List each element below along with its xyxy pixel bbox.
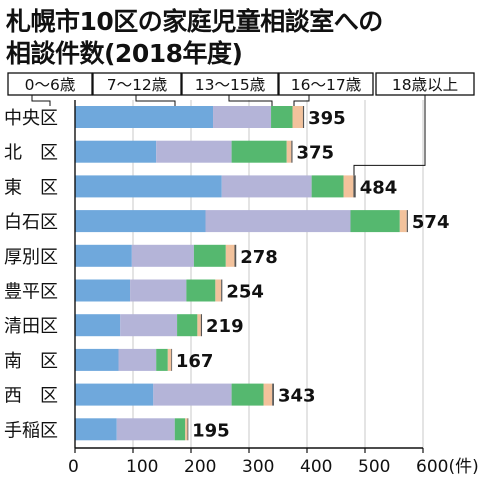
legend-box [181,72,279,96]
bar-segment [75,210,206,233]
bar-segment [291,140,293,163]
bar-segment [153,383,232,406]
legend-layer: 0～6歳 7～12歳 13～15歳 16～17歳 18歳以上 [7,72,475,176]
bar-segment [187,418,189,441]
bar-segment [156,348,168,371]
legend-label: 16～17歳 [291,76,361,94]
category-label: 北 区 [4,143,58,164]
legend-box [7,72,93,96]
bar-segment [286,140,292,163]
category-label: 西 区 [4,386,58,407]
bar-segment [75,314,121,337]
category-label: 中央区 [4,108,58,129]
bar-segment [75,106,214,128]
bar-segment [75,244,132,267]
legend-leader-line [353,95,426,176]
category-label: 厚別区 [4,247,58,268]
bar-segment [75,348,119,371]
x-tick-label: 300 [242,457,274,477]
legend-label: 13～15歳 [195,76,265,94]
bar-segment [234,244,237,267]
bar-segment [167,348,172,371]
bar-segment [75,383,154,406]
chart-title-line-2: 相談件数(2018年度) [6,39,243,68]
total-label: 375 [297,143,335,164]
total-label: 395 [308,108,346,129]
bar-segment [231,140,287,163]
bar-segment [186,279,216,302]
bar-segment [311,175,344,198]
total-label: 219 [206,316,244,337]
bar-segment [221,175,312,198]
legend-leader-line [31,95,51,106]
bar-segment [75,140,157,163]
category-label: 手稲区 [4,420,58,441]
labels-layer: 中央区 395 北 区 375 東 区 484 白石区 574 厚別区 278 豊平区 254 清田区 2… [4,108,449,441]
x-tick-label: 600(件) [416,457,478,477]
bar-segment [350,210,400,233]
bar-segment [302,106,305,128]
legend-box [92,72,182,96]
bar-segment [156,140,232,163]
legend-label: 7～12歳 [107,76,168,94]
bar-segment [75,418,117,441]
bar-segment [225,244,235,267]
bar-segment [197,314,201,337]
bars-layer [75,106,408,441]
category-label: 南 区 [4,351,58,372]
category-label: 白石区 [4,212,58,233]
bar-segment [343,175,354,198]
bar-segment [120,314,178,337]
bar-segment [118,348,157,371]
axis-layer: 0 100 200 300 400 500 600(件) [68,100,478,477]
bar-segment [213,106,272,128]
bar-segment [292,106,303,128]
bar-segment [200,314,203,337]
legend-label: 18歳以上 [392,76,458,94]
total-label: 167 [176,351,214,372]
total-label: 195 [192,420,230,441]
bar-segment [75,279,131,302]
legend-leader-line [135,95,176,106]
legend-leader-line [293,95,310,106]
category-label: 清田区 [4,316,58,337]
x-tick-label: 500 [358,457,390,477]
bar-segment [406,210,408,233]
bar-segment [215,279,222,302]
total-label: 278 [240,247,278,268]
bar-segment [193,244,226,267]
legend-leader-line [228,95,273,106]
category-label: 豊平区 [4,282,58,303]
bar-segment [174,418,186,441]
bar-segment [131,244,194,267]
legend-box [278,72,374,96]
bar-segment [353,175,356,198]
x-tick-label: 400 [300,457,332,477]
bar-segment [231,383,264,406]
x-tick-label: 0 [68,457,79,477]
bar-segment [399,210,407,233]
chart-title-line-1: 札幌市10区の家庭児童相談室への [6,7,383,36]
bar-segment [177,314,198,337]
bar-segment [263,383,273,406]
bar-segment [116,418,175,441]
total-label: 254 [226,282,264,303]
bar-segment [271,106,293,128]
bar-segment [185,418,188,441]
bar-segment [221,279,223,302]
bar-segment [205,210,351,233]
bar-segment [272,383,274,406]
x-tick-label: 200 [184,457,216,477]
bar-segment [130,279,187,302]
total-label: 574 [412,212,450,233]
total-label: 343 [278,386,316,407]
x-tick-label: 100 [126,457,158,477]
bar-segment [171,348,173,371]
category-label: 東 区 [4,177,58,198]
legend-label: 0～6歳 [25,76,76,94]
bar-segment [75,175,222,198]
total-label: 484 [360,177,398,198]
